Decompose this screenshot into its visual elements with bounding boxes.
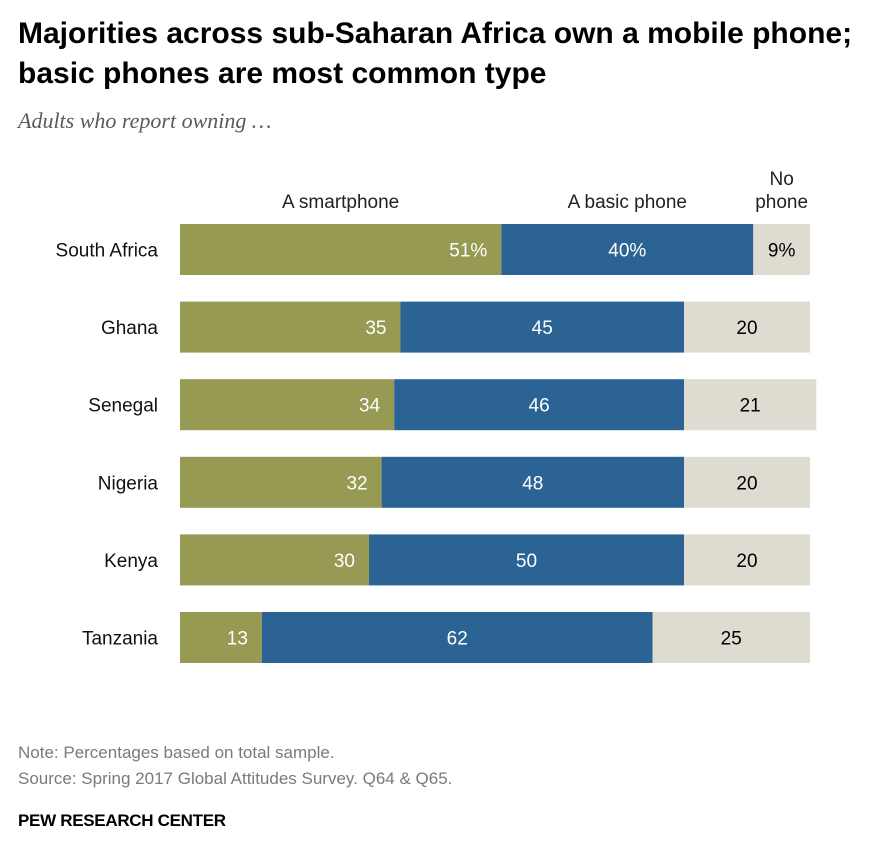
bar-segment-series-1	[180, 224, 502, 275]
data-label: 20	[736, 318, 757, 339]
chart-subtitle: Adults who report owning …	[18, 108, 272, 133]
bar-segment-series-3	[684, 301, 810, 353]
data-label: 46	[529, 396, 550, 417]
data-label: 50	[516, 551, 537, 572]
bar-segment-series-2	[381, 456, 684, 508]
category-label: Tanzania	[82, 629, 158, 650]
category-label: Senegal	[88, 396, 158, 417]
legend-label-3: No	[770, 169, 794, 190]
bar-segment-series-1	[180, 456, 382, 508]
category-label: Nigeria	[98, 473, 159, 494]
bar-segment-series-3	[684, 534, 810, 586]
bar-segment-series-3	[684, 456, 810, 508]
bar-segment-series-2	[394, 379, 684, 431]
bar-segment-series-2	[501, 224, 754, 275]
bar-segment-series-1	[180, 379, 395, 431]
data-label: 35	[365, 318, 386, 339]
bar-segment-series-3	[684, 379, 817, 431]
data-label: 20	[736, 551, 757, 572]
data-label: 32	[346, 473, 367, 494]
chart-source: Source: Spring 2017 Global Attitudes Sur…	[18, 769, 453, 788]
category-label: Kenya	[104, 551, 158, 572]
chart-title: Majorities across sub-Saharan Africa own…	[18, 17, 853, 90]
bar-segment-series-2	[400, 301, 684, 353]
data-label: 40%	[608, 241, 646, 262]
chart-note: Note: Percentages based on total sample.	[18, 743, 335, 762]
data-label: 13	[227, 629, 248, 650]
category-label: South Africa	[56, 241, 159, 262]
bar-segment-series-1	[180, 534, 369, 586]
legend-label-1: A smartphone	[282, 192, 399, 213]
legend-label-2: A basic phone	[568, 192, 687, 213]
bar-segment-series-3	[652, 612, 810, 663]
data-label: 62	[447, 629, 468, 650]
bar-segment-series-2	[369, 534, 684, 586]
data-label: 9%	[768, 241, 796, 262]
legend-label-3: phone	[755, 192, 808, 213]
category-label: Ghana	[101, 318, 158, 339]
data-label: 30	[334, 551, 355, 572]
data-label: 21	[740, 396, 761, 417]
bar-segment-series-1	[180, 301, 401, 353]
pew-credit: PEW RESEARCH CENTER	[18, 811, 226, 830]
bar-segment-series-2	[261, 612, 653, 663]
data-label: 51%	[449, 241, 487, 262]
data-label: 25	[721, 629, 742, 650]
bar-segment-series-1	[180, 612, 262, 663]
bar-segment-series-3	[753, 224, 810, 275]
data-label: 34	[359, 396, 381, 417]
data-label: 48	[522, 473, 543, 494]
data-label: 45	[532, 318, 553, 339]
data-label: 20	[736, 473, 757, 494]
